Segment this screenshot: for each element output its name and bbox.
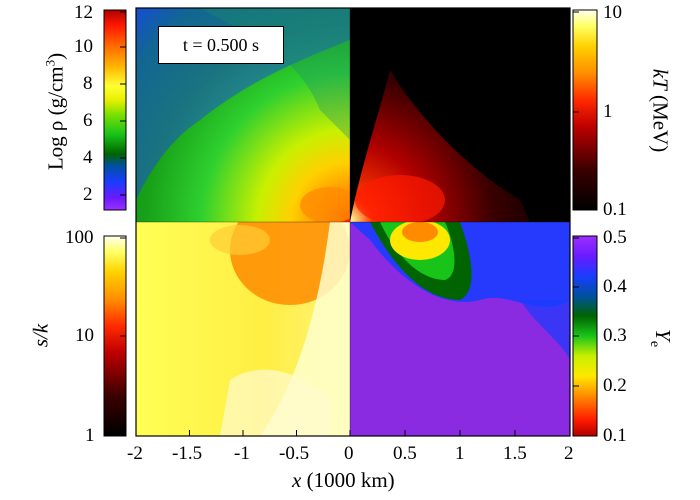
temperature-tick: 1 bbox=[603, 101, 613, 122]
entropy-label: s/k bbox=[28, 323, 53, 348]
x-tick: 1.5 bbox=[503, 443, 527, 464]
ye-tick: 0.3 bbox=[603, 325, 627, 346]
ye-tick: 0.4 bbox=[603, 276, 627, 297]
time-label: t = 0.500 s bbox=[158, 26, 284, 64]
x-tick: -0.5 bbox=[279, 443, 310, 464]
panel-temperature bbox=[350, 8, 570, 222]
entropy-tick: 100 bbox=[65, 227, 94, 248]
x-tick: -2 bbox=[127, 443, 143, 464]
x-tick: 0 bbox=[344, 443, 354, 464]
ye-label: Ye bbox=[646, 329, 676, 348]
density-tick: 8 bbox=[83, 73, 93, 94]
x-tick: -1.5 bbox=[172, 443, 203, 464]
density-label: Log ρ (g/cm3) bbox=[42, 52, 68, 171]
x-axis-var: x bbox=[292, 468, 302, 492]
temperature-tick: 0.1 bbox=[603, 199, 627, 220]
x-axis-label: x (1000 km) bbox=[292, 470, 395, 491]
temperature-label: kT (MeV) bbox=[648, 68, 673, 153]
ye-tick: 0.2 bbox=[603, 375, 627, 396]
ye-tick: 0.5 bbox=[603, 227, 627, 248]
temperature-tick: 10 bbox=[603, 2, 622, 23]
density-tick: 12 bbox=[74, 2, 93, 23]
density-tick: 2 bbox=[83, 184, 93, 205]
x-axis-ticks bbox=[135, 430, 571, 436]
density-colorbar bbox=[103, 9, 127, 211]
density-tick: 4 bbox=[83, 147, 93, 168]
x-tick: 0.5 bbox=[393, 443, 417, 464]
entropy-tick: 1 bbox=[85, 425, 95, 446]
temperature-colorbar bbox=[572, 9, 598, 211]
x-axis-unit: (1000 km) bbox=[306, 468, 395, 492]
entropy-tick: 10 bbox=[75, 325, 94, 346]
density-tick: 6 bbox=[83, 110, 93, 131]
density-tick: 10 bbox=[74, 36, 93, 57]
ye-tick: 0.1 bbox=[603, 425, 627, 446]
x-tick: -1 bbox=[234, 443, 250, 464]
x-tick: 2 bbox=[564, 443, 574, 464]
panel-electron-fraction bbox=[350, 222, 570, 436]
panel-entropy bbox=[136, 222, 350, 436]
x-tick: 1 bbox=[455, 443, 465, 464]
